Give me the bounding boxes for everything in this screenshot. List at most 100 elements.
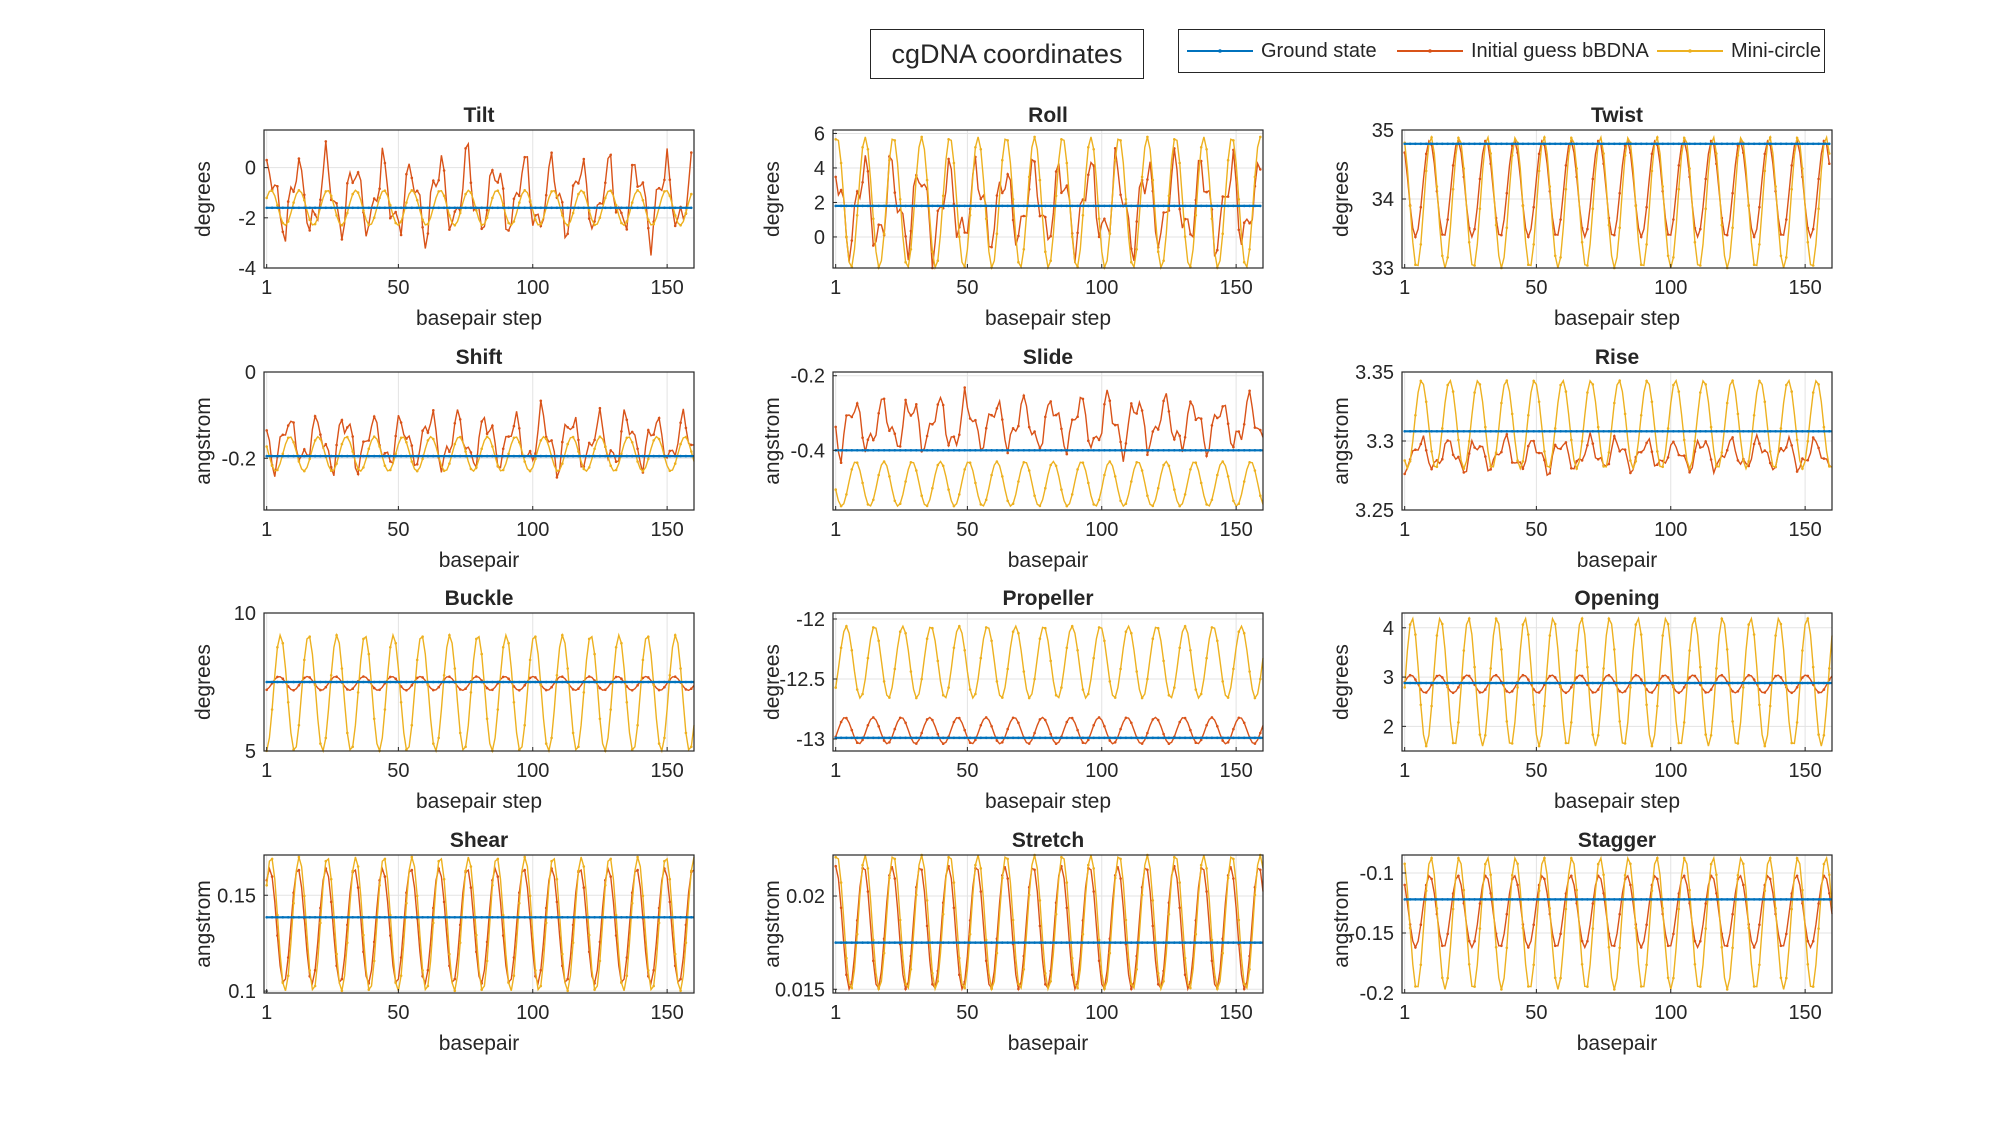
data-point — [1199, 692, 1203, 696]
data-point — [1242, 721, 1246, 725]
data-point — [1521, 673, 1525, 677]
data-point — [958, 493, 961, 496]
data-point — [958, 204, 961, 208]
data-point — [432, 437, 435, 441]
data-point — [1027, 425, 1031, 429]
data-point — [351, 206, 355, 210]
data-point — [614, 675, 618, 679]
data-point — [1446, 383, 1449, 387]
data-point — [351, 192, 355, 196]
data-point — [1194, 214, 1198, 217]
data-point — [1259, 941, 1262, 944]
data-point — [1543, 704, 1546, 708]
data-point — [308, 457, 312, 461]
data-point — [399, 974, 403, 977]
data-point — [1575, 167, 1578, 170]
data-point — [437, 179, 441, 182]
data-point — [399, 436, 403, 440]
data-point — [1087, 736, 1090, 740]
data-point — [1049, 659, 1052, 663]
data-point — [1017, 204, 1020, 208]
data-point — [270, 464, 274, 468]
data-point — [1817, 927, 1820, 930]
data-point — [1795, 686, 1799, 689]
data-point — [426, 232, 430, 235]
x-tick-label: 100 — [516, 760, 549, 782]
data-point — [647, 457, 650, 461]
data-point — [1087, 204, 1090, 208]
data-point — [265, 688, 269, 692]
data-point — [1210, 424, 1214, 427]
data-point — [1092, 867, 1095, 870]
y-tick-label: 0.015 — [775, 979, 825, 1001]
data-point — [968, 941, 972, 944]
data-point — [1494, 142, 1498, 146]
data-point — [421, 457, 424, 461]
data-point — [1801, 167, 1804, 170]
data-point — [990, 639, 993, 643]
data-point — [1731, 430, 1734, 433]
data-point — [1795, 136, 1799, 140]
data-point — [1768, 681, 1772, 685]
data-point — [1532, 205, 1535, 209]
data-point — [281, 221, 285, 225]
data-point — [496, 189, 500, 192]
data-point — [1124, 630, 1128, 633]
data-point — [1092, 436, 1095, 440]
data-point — [1801, 467, 1804, 470]
series-line-mini-circle — [266, 856, 695, 992]
data-point — [346, 426, 349, 429]
data-point — [1656, 463, 1659, 467]
data-point — [1435, 185, 1439, 188]
data-point — [990, 941, 993, 944]
data-point — [1473, 446, 1476, 449]
data-point — [399, 233, 403, 237]
data-point — [453, 206, 457, 210]
data-point — [512, 680, 516, 684]
data-point — [845, 956, 848, 960]
data-point — [947, 686, 950, 689]
data-point — [1591, 733, 1595, 736]
data-point — [1570, 686, 1573, 689]
data-point — [566, 977, 569, 981]
data-point — [1790, 444, 1793, 447]
data-point — [1259, 868, 1262, 872]
data-point — [1516, 862, 1519, 866]
data-point — [1451, 691, 1455, 695]
data-point — [1457, 874, 1460, 878]
data-point — [1645, 142, 1648, 146]
data-point — [1017, 987, 1020, 991]
data-point — [1173, 488, 1176, 491]
data-point — [1140, 742, 1144, 745]
data-point — [1527, 985, 1530, 988]
data-point — [1205, 890, 1208, 893]
data-point — [1473, 142, 1476, 146]
data-point — [1242, 449, 1246, 452]
data-point — [1629, 898, 1632, 901]
data-point — [614, 646, 618, 649]
data-point — [292, 901, 295, 905]
data-point — [1199, 941, 1203, 944]
data-point — [539, 984, 543, 988]
data-point — [534, 680, 537, 684]
data-point — [1097, 235, 1101, 239]
data-point — [845, 624, 848, 628]
data-point — [1226, 195, 1230, 198]
data-point — [1763, 449, 1767, 452]
x-tick-label: 50 — [956, 519, 978, 541]
data-point — [1451, 898, 1455, 901]
data-point — [1441, 898, 1444, 901]
data-point — [1478, 691, 1482, 694]
data-point — [410, 855, 414, 859]
data-point — [990, 473, 993, 477]
data-point — [1044, 983, 1047, 986]
data-point — [1446, 218, 1449, 221]
data-point — [1424, 430, 1428, 433]
data-point — [432, 680, 435, 684]
data-point — [1806, 142, 1810, 146]
data-point — [974, 418, 977, 422]
data-point — [1532, 923, 1535, 926]
data-point — [958, 624, 961, 628]
data-point — [609, 680, 612, 684]
data-point — [893, 667, 897, 671]
